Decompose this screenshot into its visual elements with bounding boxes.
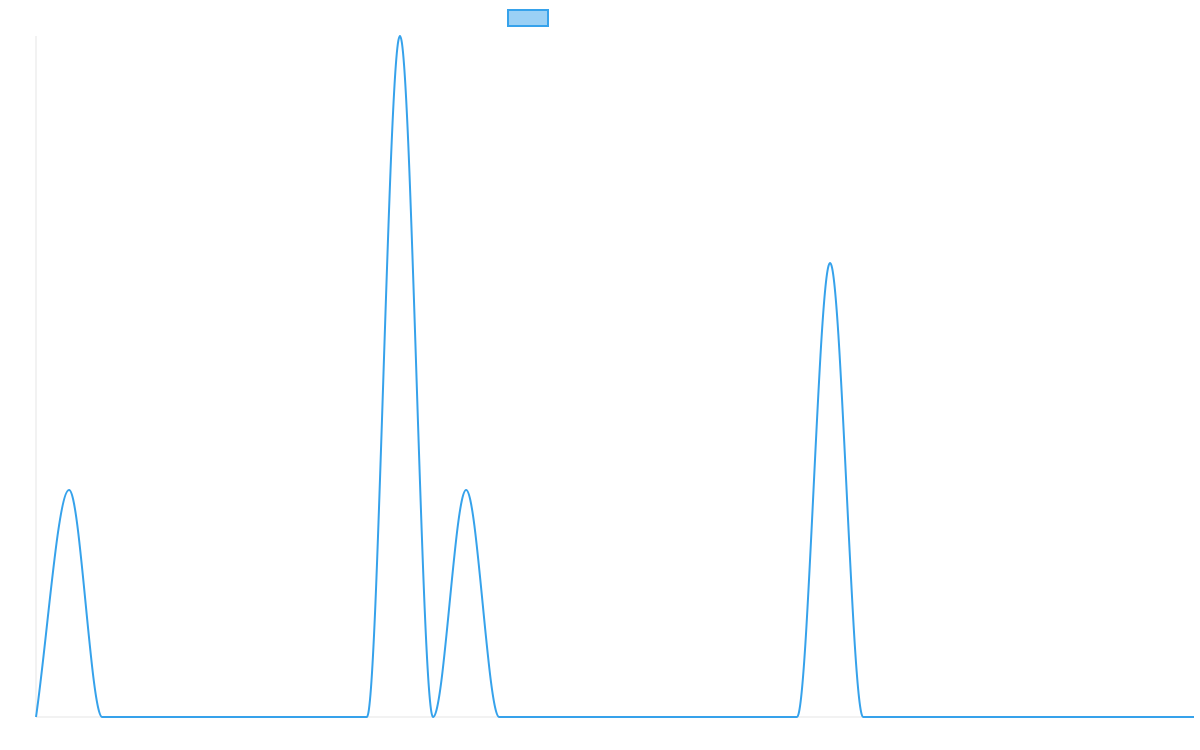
legend-swatch[interactable] — [507, 9, 549, 27]
series-layer — [35, 34, 1194, 719]
legend[interactable] — [507, 9, 549, 27]
series-line-0 — [35, 34, 1194, 719]
axes — [35, 36, 1194, 718]
